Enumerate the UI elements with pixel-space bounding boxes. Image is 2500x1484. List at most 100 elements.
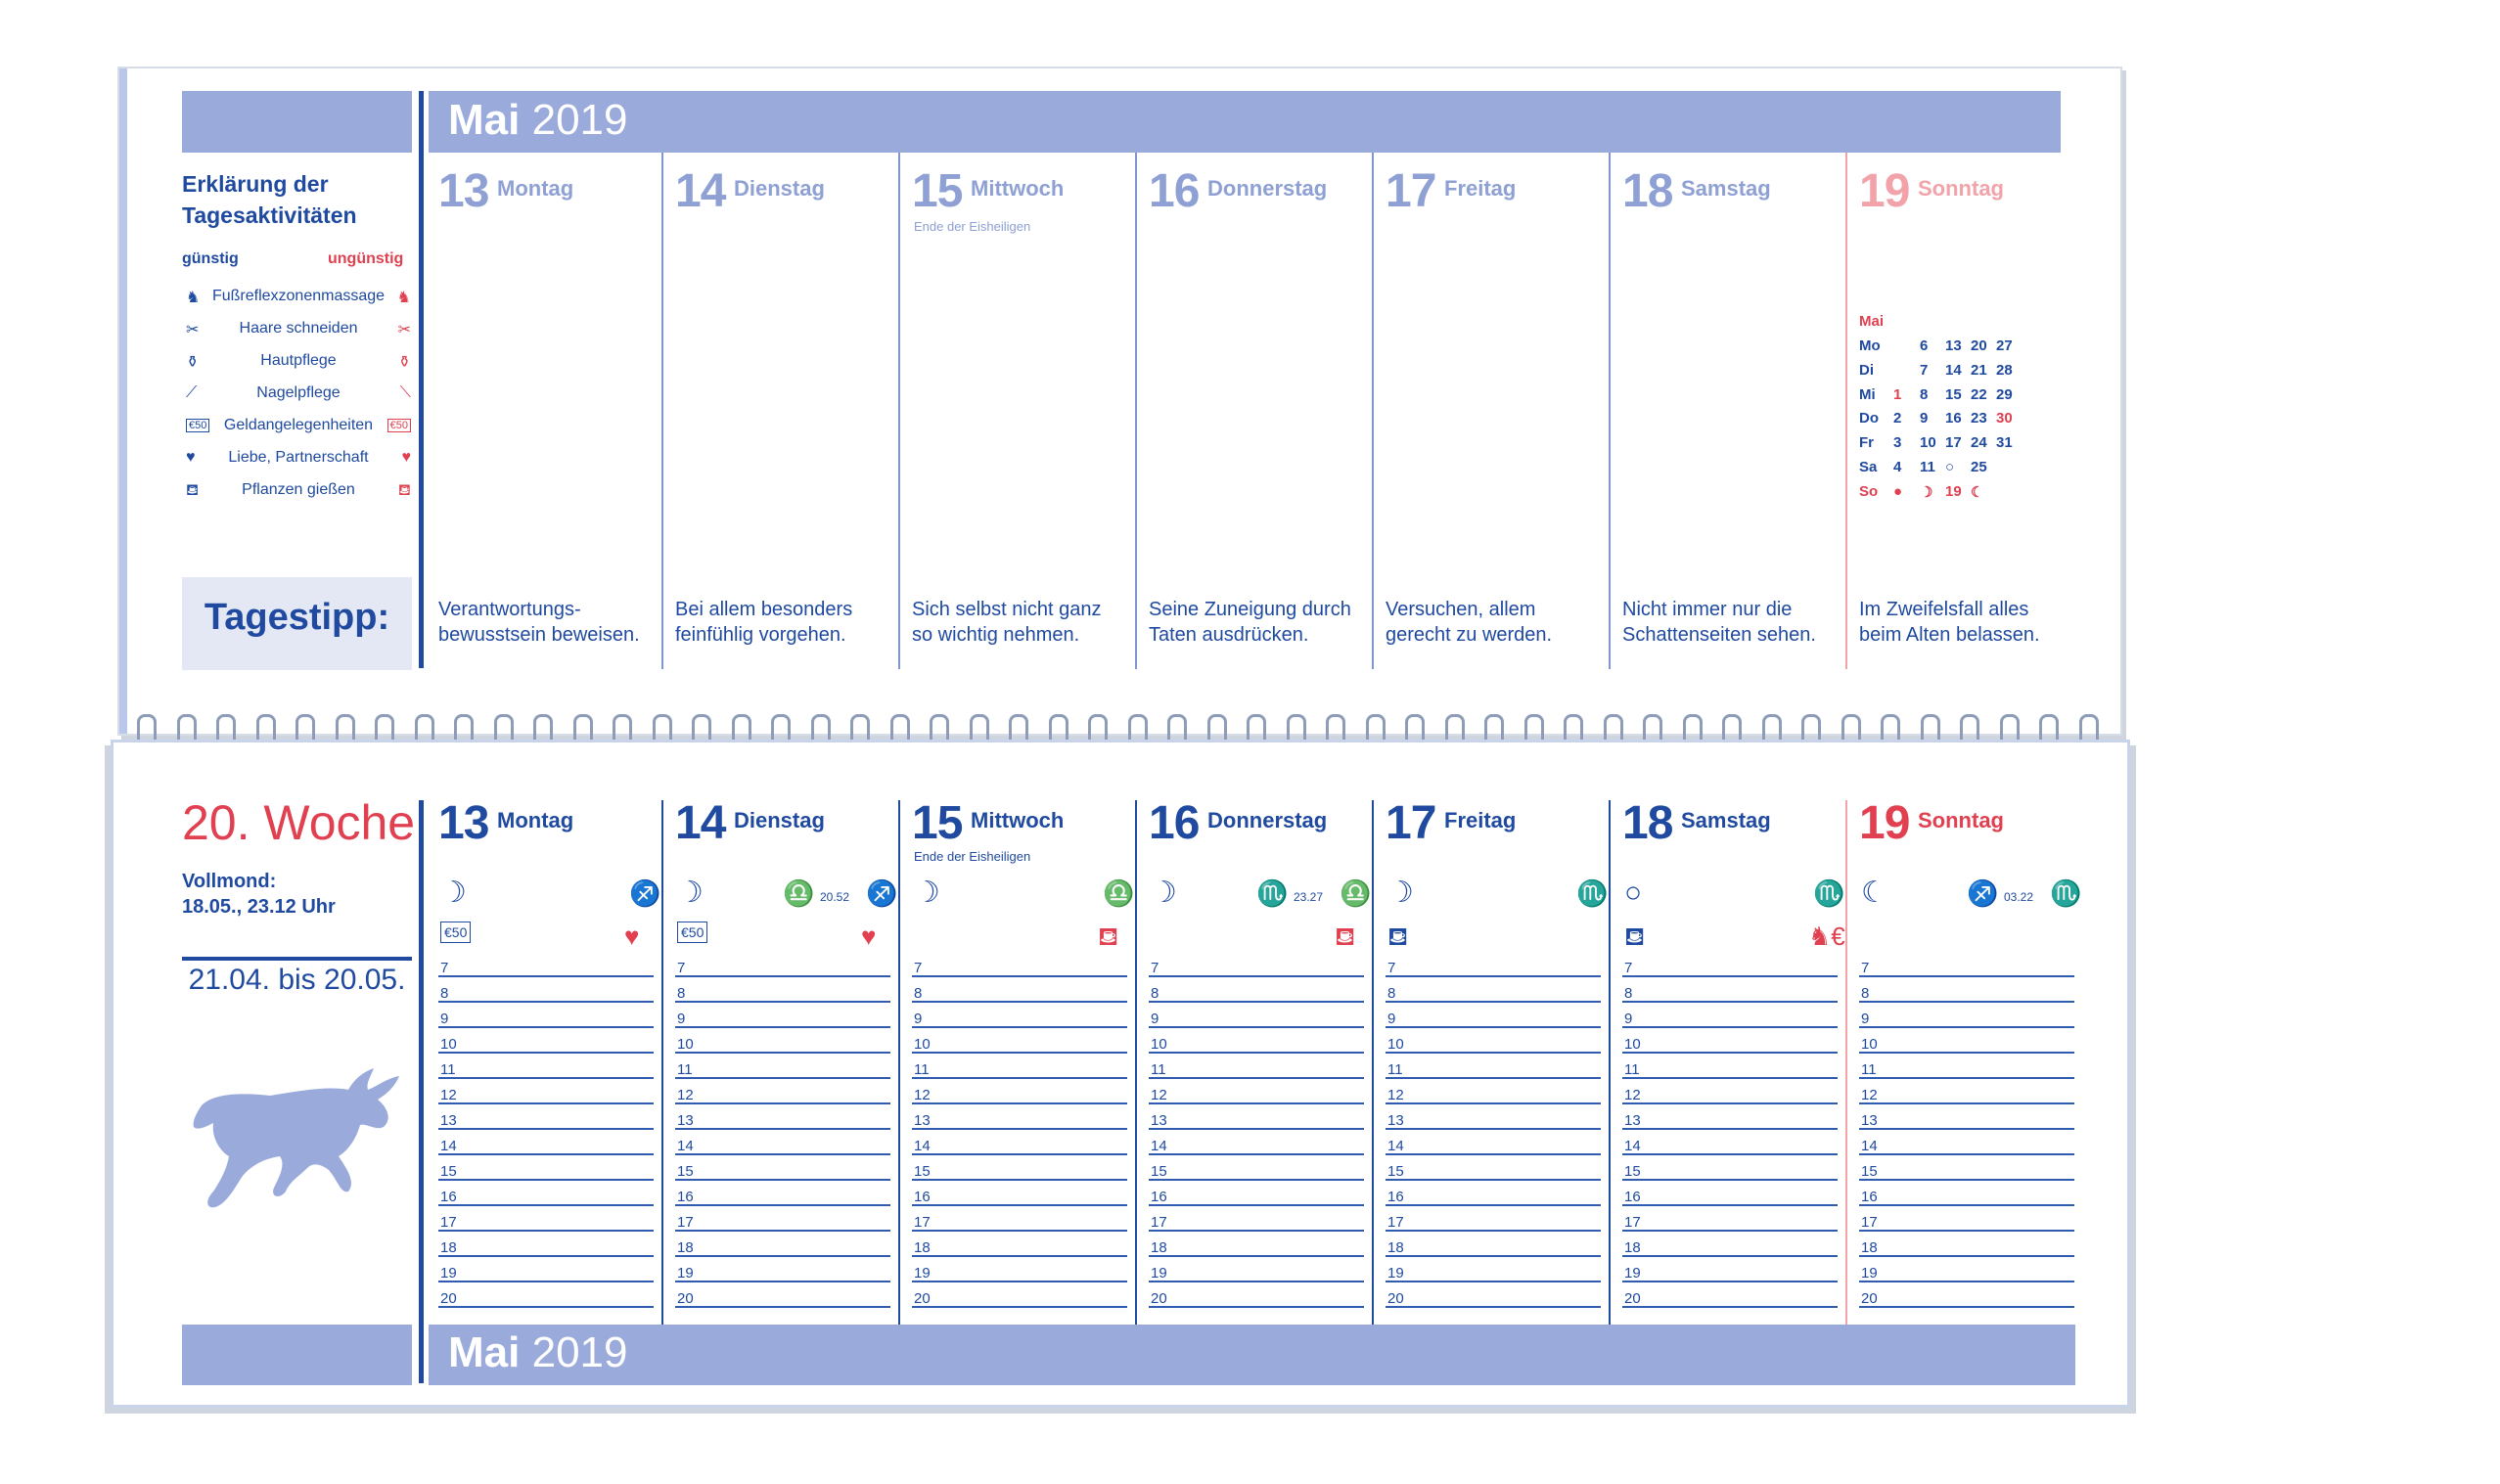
legend-title-line2: Tagesaktivitäten — [182, 202, 357, 228]
hour-label: 19 — [677, 1265, 694, 1282]
hour-label: 19 — [914, 1265, 931, 1282]
hour-line — [1622, 1153, 1838, 1155]
hour-label: 17 — [1624, 1214, 1641, 1231]
hour-label: 16 — [1151, 1189, 1167, 1205]
mini-calendar-day: 1 — [1893, 385, 1902, 403]
column-divider — [1609, 153, 1611, 669]
hour-label: 13 — [677, 1112, 694, 1129]
hour-label: 8 — [1861, 985, 1870, 1002]
heart-icon: ♥ — [186, 449, 196, 466]
hour-label: 10 — [1861, 1036, 1878, 1053]
hour-label: 18 — [914, 1239, 931, 1256]
month-label: Mai — [448, 96, 521, 144]
hour-line — [675, 1052, 890, 1054]
unfavorable-label: ungünstig — [328, 250, 404, 267]
hour-line — [1149, 1102, 1364, 1104]
legend-label: Haare schneiden — [239, 320, 358, 337]
column-divider — [1372, 153, 1374, 669]
hour-line — [438, 1281, 654, 1282]
hour-line — [1622, 1281, 1838, 1282]
day-number: 18 — [1622, 165, 1673, 217]
mini-calendar-day: 20 — [1971, 337, 1987, 354]
month-title: Mai 2019 — [448, 96, 627, 145]
moon-phase-icon: ☽ — [1151, 877, 1177, 909]
hour-label: 20 — [440, 1290, 457, 1307]
hour-label: 7 — [914, 960, 923, 976]
mini-calendar-day: 19 — [1945, 482, 1962, 500]
hour-line — [912, 1179, 1127, 1181]
hour-label: 19 — [1387, 1265, 1404, 1282]
hour-line — [675, 1077, 890, 1079]
tip-line2: feinfühlig vorgehen. — [675, 624, 846, 646]
hour-line — [675, 1102, 890, 1104]
day-number: 17 — [1386, 797, 1436, 849]
hour-line — [1622, 1306, 1838, 1308]
day-number: 15 — [912, 165, 963, 217]
hour-line — [1859, 1255, 2074, 1257]
month-header-band — [429, 91, 2061, 153]
hour-label: 9 — [914, 1011, 923, 1027]
mini-calendar-day: 13 — [1945, 337, 1962, 354]
footer-month-band — [429, 1325, 2075, 1385]
heart-icon: ♥ — [624, 922, 640, 951]
moon-phase-icon: ☽ — [1387, 877, 1414, 909]
footer-month-label: Mai — [448, 1328, 521, 1376]
hour-line — [1386, 1026, 1601, 1028]
scissors-icon: ✂ — [397, 322, 411, 338]
mini-calendar-day: 28 — [1996, 361, 2013, 379]
day-name: Sonntag — [1918, 176, 2004, 201]
hour-line — [1149, 1128, 1364, 1130]
moon-phase-icon: ☽ — [677, 877, 704, 909]
day-name: Donnerstag — [1207, 808, 1328, 832]
day-tip: Nicht immer nur die Schattenseiten sehen. — [1622, 597, 1816, 648]
hour-label: 11 — [440, 1061, 456, 1078]
moon-phase-icon: ☽ — [440, 877, 467, 909]
day-name: Montag — [497, 808, 574, 832]
day-name: Mittwoch — [971, 176, 1065, 201]
tip-line2: so wichtig nehmen. — [912, 624, 1080, 646]
watering-can-icon: ⛾ — [397, 482, 411, 499]
legend-label: Geldangelegenheiten — [223, 417, 374, 433]
hour-line — [1386, 1102, 1601, 1104]
hour-label: 11 — [1624, 1061, 1640, 1078]
hour-label: 11 — [677, 1061, 693, 1078]
mini-calendar-day: 23 — [1971, 410, 1987, 427]
day-tip: Versuchen, allem gerecht zu werden. — [1386, 597, 1552, 648]
hour-line — [1622, 1052, 1838, 1054]
hour-label: 16 — [677, 1189, 694, 1205]
day-name: Dienstag — [734, 808, 825, 832]
hour-label: 20 — [677, 1290, 694, 1307]
hour-label: 16 — [1861, 1189, 1878, 1205]
legend-label: Liebe, Partnerschaft — [228, 449, 369, 466]
hour-line — [912, 1204, 1127, 1206]
hour-label: 14 — [1861, 1138, 1878, 1154]
hour-line — [675, 1179, 890, 1181]
hour-label: 18 — [1387, 1239, 1404, 1256]
mini-calendar-day: 4 — [1893, 459, 1902, 475]
hour-label: 18 — [440, 1239, 457, 1256]
tip-line2: gerecht zu werden. — [1386, 624, 1553, 646]
zodiac-icon: ♎ — [1103, 878, 1135, 908]
mini-calendar-day: 27 — [1996, 337, 2013, 354]
day-number: 14 — [675, 797, 726, 849]
hour-label: 17 — [914, 1214, 931, 1231]
hour-line — [1386, 1179, 1601, 1181]
hour-line — [1622, 1026, 1838, 1028]
hour-line — [438, 1077, 654, 1079]
legend-header-band — [182, 91, 412, 153]
tip-line2: beim Alten belassen. — [1859, 624, 2040, 646]
hour-label: 8 — [677, 985, 686, 1002]
foot-icon: ♞ — [186, 290, 201, 306]
hour-line — [1622, 1255, 1838, 1257]
hour-line — [1859, 1153, 2074, 1155]
hour-label: 18 — [1861, 1239, 1878, 1256]
foot-icon: ♞ — [396, 290, 411, 306]
column-divider — [1609, 800, 1611, 1325]
zodiac-icon: ♏ — [1813, 878, 1845, 908]
hour-label: 8 — [1387, 985, 1396, 1002]
hour-line — [675, 1026, 890, 1028]
column-divider — [898, 153, 900, 669]
hour-label: 17 — [440, 1214, 457, 1231]
zodiac-icon: ♐ — [866, 878, 898, 908]
mini-calendar-day: 30 — [1996, 410, 2013, 427]
